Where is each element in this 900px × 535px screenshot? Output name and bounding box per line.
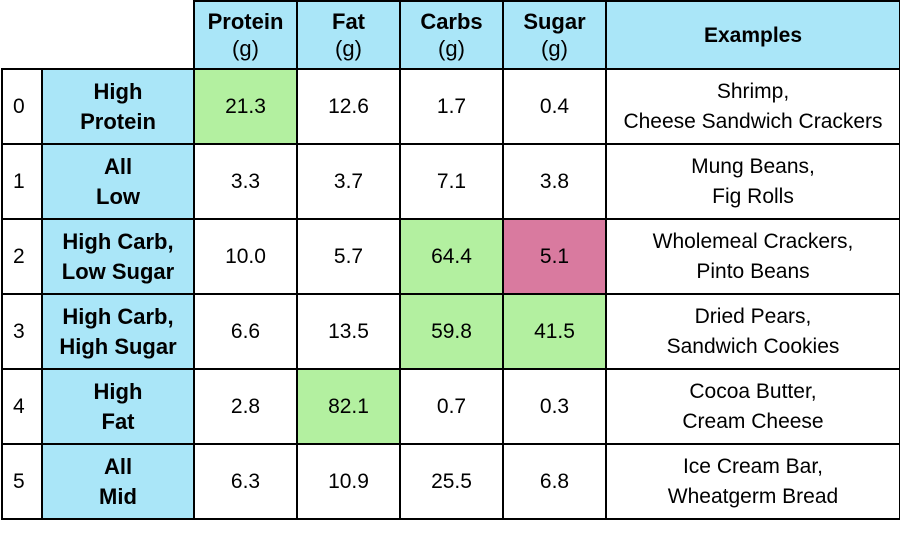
value-cell-carbs: 1.7 xyxy=(399,68,504,145)
row-label: All Mid xyxy=(41,443,195,520)
value-cell-sugar: 0.3 xyxy=(502,368,607,445)
column-name: Carbs xyxy=(420,9,483,34)
examples-cell: Dried Pears, Sandwich Cookies xyxy=(605,293,900,370)
value-cell-protein: 3.3 xyxy=(193,143,298,220)
value-cell-sugar: 6.8 xyxy=(502,443,607,520)
column-unit: (g) xyxy=(438,36,465,61)
nutrition-table: Protein (g) Fat (g) Carbs (g) Sugar (g) … xyxy=(1,0,900,520)
row-index: 0 xyxy=(1,68,43,145)
row-label-line: High Carb, xyxy=(62,303,174,329)
value-cell-protein: 10.0 xyxy=(193,218,298,295)
example-line: Sandwich Cookies xyxy=(666,334,840,358)
header-row: Protein (g) Fat (g) Carbs (g) Sugar (g) … xyxy=(2,0,900,70)
row-index: 2 xyxy=(1,218,43,295)
value-cell-fat: 3.7 xyxy=(296,143,401,220)
example-line: Shrimp, xyxy=(716,79,790,103)
value-cell-carbs: 0.7 xyxy=(399,368,504,445)
value-cell-carbs: 25.5 xyxy=(399,443,504,520)
row-label: High Carb, Low Sugar xyxy=(41,218,195,295)
row-index: 1 xyxy=(1,143,43,220)
example-line: Cheese Sandwich Crackers xyxy=(623,109,883,133)
value-cell-protein: 2.8 xyxy=(193,368,298,445)
examples-cell: Wholemeal Crackers, Pinto Beans xyxy=(605,218,900,295)
value-cell-fat: 82.1 xyxy=(296,368,401,445)
value-cell-protein: 21.3 xyxy=(193,68,298,145)
column-header-protein: Protein (g) xyxy=(193,0,298,70)
row-index: 3 xyxy=(1,293,43,370)
row-label: High Fat xyxy=(41,368,195,445)
column-header-carbs: Carbs (g) xyxy=(399,0,504,70)
example-line: Pinto Beans xyxy=(696,259,810,283)
value-cell-protein: 6.3 xyxy=(193,443,298,520)
column-header-examples: Examples xyxy=(605,0,900,70)
column-unit: (g) xyxy=(335,36,362,61)
row-label-line: Mid xyxy=(99,483,137,509)
table-row: 4 High Fat 2.8 82.1 0.7 0.3 Cocoa Butter, Cream … xyxy=(1,368,900,445)
column-name: Fat xyxy=(332,9,365,34)
example-line: Wheatgerm Bread xyxy=(667,484,839,508)
value-cell-carbs: 7.1 xyxy=(399,143,504,220)
column-header-fat: Fat (g) xyxy=(296,0,401,70)
row-index: 5 xyxy=(1,443,43,520)
table-row: 5 All Mid 6.3 10.9 25.5 6.8 Ice Cream Bar, Wheat… xyxy=(1,443,900,520)
examples-cell: Mung Beans, Fig Rolls xyxy=(605,143,900,220)
value-cell-fat: 13.5 xyxy=(296,293,401,370)
value-cell-fat: 5.7 xyxy=(296,218,401,295)
examples-cell: Cocoa Butter, Cream Cheese xyxy=(605,368,900,445)
column-unit: (g) xyxy=(541,36,568,61)
example-line: Dried Pears, xyxy=(694,304,812,328)
row-label: High Carb, High Sugar xyxy=(41,293,195,370)
value-cell-protein: 6.6 xyxy=(193,293,298,370)
table-row: 3 High Carb, High Sugar 6.6 13.5 59.8 41.5 Drie… xyxy=(1,293,900,370)
examples-cell: Shrimp, Cheese Sandwich Crackers xyxy=(605,68,900,145)
value-cell-sugar: 41.5 xyxy=(502,293,607,370)
corner-cell xyxy=(2,1,195,70)
column-name: Examples xyxy=(703,23,803,47)
example-line: Cocoa Butter, xyxy=(689,379,817,403)
row-label-line: High xyxy=(93,378,143,404)
column-name: Protein xyxy=(207,9,284,34)
row-label-line: Fat xyxy=(101,408,135,434)
row-label: High Protein xyxy=(41,68,195,145)
row-label-line: Low Sugar xyxy=(61,258,175,284)
value-cell-carbs: 59.8 xyxy=(399,293,504,370)
value-cell-sugar: 3.8 xyxy=(502,143,607,220)
value-cell-sugar: 0.4 xyxy=(502,68,607,145)
row-label-line: High Carb, xyxy=(62,228,174,254)
row-label-line: All xyxy=(103,153,133,179)
table-row: 1 All Low 3.3 3.7 7.1 3.8 Mung Beans, Fig Rolls xyxy=(1,143,900,220)
value-cell-sugar: 5.1 xyxy=(502,218,607,295)
row-label: All Low xyxy=(41,143,195,220)
example-line: Fig Rolls xyxy=(712,184,794,208)
column-header-sugar: Sugar (g) xyxy=(502,0,607,70)
row-label-line: Low xyxy=(96,183,140,209)
example-line: Wholemeal Crackers, xyxy=(652,229,854,253)
column-name: Sugar xyxy=(523,9,586,34)
example-line: Ice Cream Bar, xyxy=(682,454,824,478)
table-body: 0 High Protein 21.3 12.6 1.7 0.4 Shrimp, Cheese … xyxy=(1,68,900,520)
column-unit: (g) xyxy=(232,36,259,61)
row-index: 4 xyxy=(1,368,43,445)
table-row: 2 High Carb, Low Sugar 10.0 5.7 64.4 5.1 Wholem… xyxy=(1,218,900,295)
example-line: Cream Cheese xyxy=(682,409,824,433)
examples-cell: Ice Cream Bar, Wheatgerm Bread xyxy=(605,443,900,520)
value-cell-fat: 10.9 xyxy=(296,443,401,520)
row-label-line: All xyxy=(103,453,133,479)
row-label-line: High xyxy=(93,78,143,104)
row-label-line: Protein xyxy=(80,108,156,134)
value-cell-fat: 12.6 xyxy=(296,68,401,145)
value-cell-carbs: 64.4 xyxy=(399,218,504,295)
example-line: Mung Beans, xyxy=(691,154,815,178)
row-label-line: High Sugar xyxy=(59,333,177,359)
table-row: 0 High Protein 21.3 12.6 1.7 0.4 Shrimp, Cheese … xyxy=(1,68,900,145)
